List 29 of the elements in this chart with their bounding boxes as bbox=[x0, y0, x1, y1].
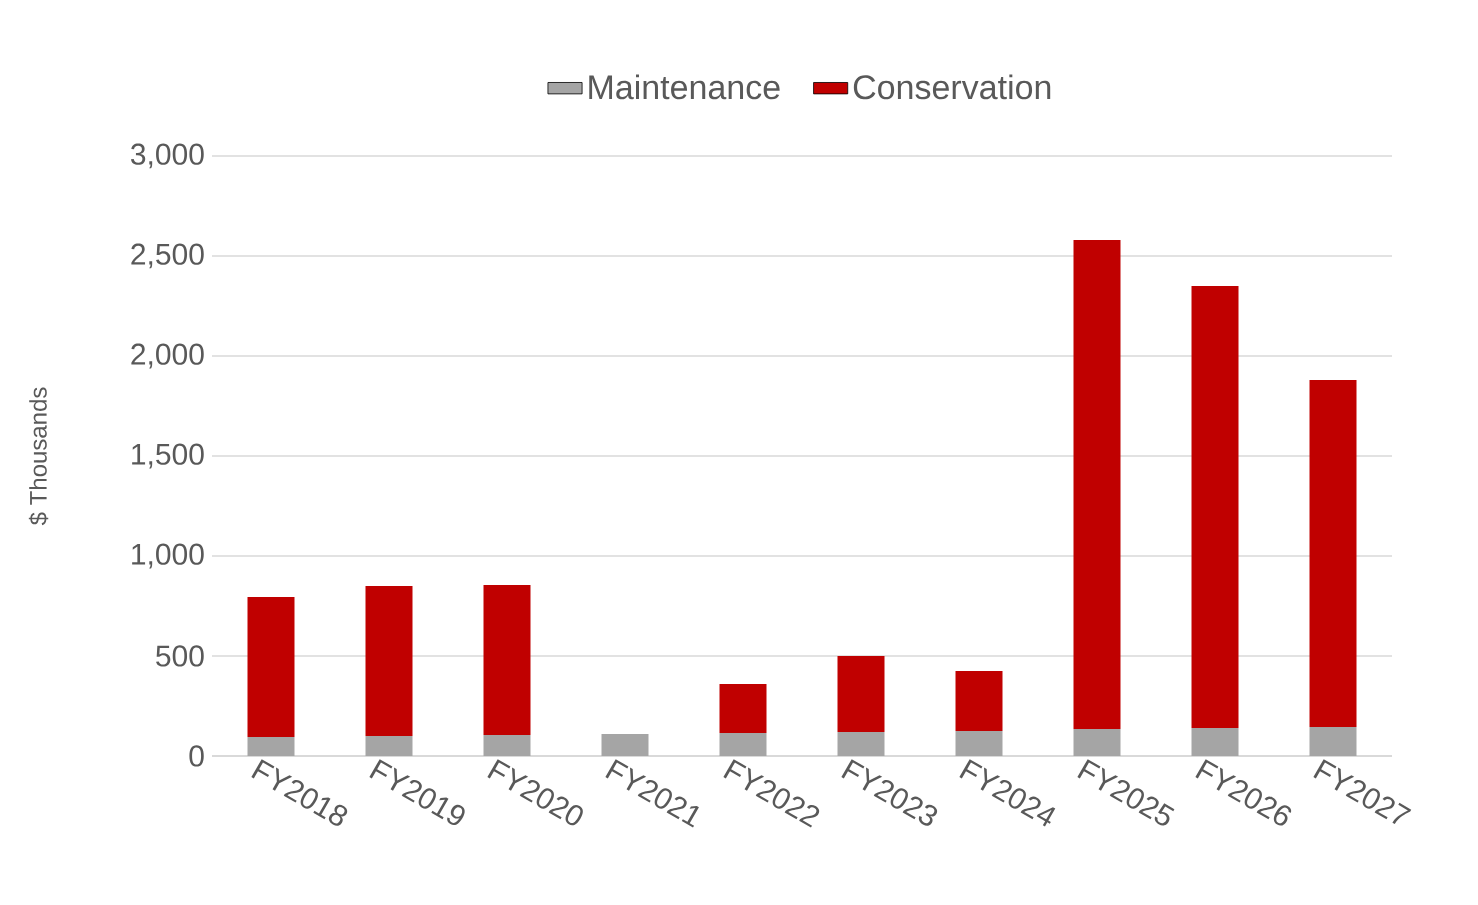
bar bbox=[247, 737, 295, 756]
bar bbox=[1309, 380, 1357, 727]
bar bbox=[955, 731, 1003, 756]
bar bbox=[1309, 727, 1357, 756]
y-tick-label: 2,500 bbox=[131, 243, 204, 269]
bar bbox=[719, 684, 767, 733]
bar bbox=[955, 671, 1003, 731]
bar bbox=[365, 736, 413, 756]
y-tick-label: 2,000 bbox=[131, 343, 204, 369]
legend-label: Maintenance bbox=[589, 74, 780, 100]
y-tick-label: 3,000 bbox=[130, 143, 204, 169]
bar bbox=[247, 597, 295, 737]
bar bbox=[719, 733, 767, 756]
bar bbox=[483, 585, 531, 735]
bar bbox=[365, 586, 413, 736]
bar bbox=[837, 732, 885, 756]
bar bbox=[601, 734, 649, 756]
y-axis-title: $ Thousands bbox=[28, 387, 49, 526]
y-tick-label: 1,000 bbox=[132, 543, 204, 569]
y-tick-label: 1,500 bbox=[132, 443, 204, 469]
y-tick-label: 500 bbox=[156, 645, 204, 667]
y-tick-label: 0 bbox=[189, 745, 204, 767]
bar bbox=[1073, 729, 1121, 756]
bar bbox=[837, 656, 885, 732]
bar bbox=[483, 735, 531, 756]
bar bbox=[1073, 239, 1121, 729]
bar bbox=[1191, 286, 1239, 728]
bar bbox=[1191, 728, 1239, 756]
legend-label: Conservation bbox=[853, 74, 1051, 100]
